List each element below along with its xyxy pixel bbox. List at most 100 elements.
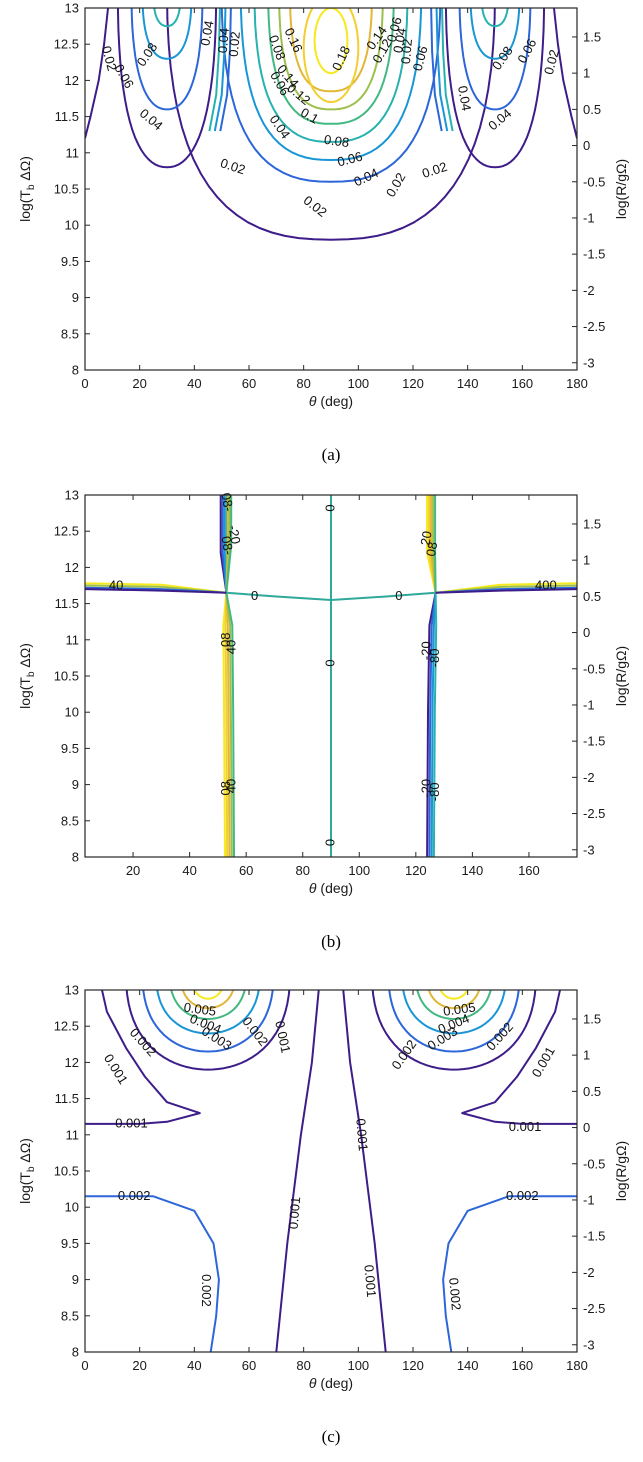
x-tick-label: 160 <box>511 376 533 391</box>
y-tick-label: 9.5 <box>61 254 79 269</box>
contour-line <box>462 976 577 1124</box>
right-y-tick-label: 0 <box>583 1120 590 1135</box>
y-tick-label: 13 <box>65 1 79 16</box>
x-tick-label: 80 <box>296 1358 310 1373</box>
contour-level-label: 0.08 <box>323 132 350 150</box>
contour-level-label: 0.06 <box>514 36 539 65</box>
contour-level-label: 0.04 <box>485 106 514 134</box>
x-tick-label: 140 <box>457 1358 479 1373</box>
contour-level-label: -80 <box>427 649 442 668</box>
x-tick-label: 120 <box>402 376 424 391</box>
contour-level-label: 0.002 <box>483 1019 516 1053</box>
right-y-tick-label: -1 <box>583 697 595 712</box>
y-tick-label: 9.5 <box>61 1236 79 1251</box>
right-y-tick-label: -2.5 <box>583 806 605 821</box>
y-tick-label: 8 <box>72 363 79 378</box>
contour-line <box>85 1196 219 1352</box>
right-y-tick-label: -0.5 <box>583 174 605 189</box>
y-tick-label: 9.5 <box>61 741 79 756</box>
y-tick-label: 13 <box>65 983 79 998</box>
contour-line <box>443 1196 577 1352</box>
contour-level-label: 0.02 <box>420 159 449 181</box>
x-tick-label: 100 <box>347 376 369 391</box>
x-tick-label: 40 <box>187 1358 201 1373</box>
right-y-tick-label: -0.5 <box>583 661 605 676</box>
y-tick-label: 9 <box>72 1272 79 1287</box>
right-y-tick-label: 0.5 <box>583 1084 601 1099</box>
y-tick-label: 11.5 <box>55 1091 79 1106</box>
contour-level-label: 0.04 <box>455 85 474 113</box>
x-tick-label: 100 <box>348 863 370 878</box>
x-tick-label: 60 <box>242 376 256 391</box>
x-tick-label: 40 <box>182 863 196 878</box>
contour-level-label: 0.06 <box>336 148 364 169</box>
contour-level-label: 0.001 <box>529 1044 558 1080</box>
x-tick-label: 80 <box>296 376 310 391</box>
right-y-tick-label: 1 <box>583 1048 590 1063</box>
right-y-tick-label: -2 <box>583 283 595 298</box>
contour-level-label: 0 <box>322 839 337 846</box>
right-y-axis-label: log(R/gΩ) <box>613 646 629 706</box>
y-tick-label: 11 <box>66 632 80 647</box>
y-tick-label: 9 <box>72 290 79 305</box>
right-y-tick-label: 0.5 <box>583 589 601 604</box>
contour-level-label: 0.002 <box>118 1188 151 1203</box>
right-y-tick-label: -2.5 <box>583 1301 605 1316</box>
contour-level-label: 0.002 <box>127 1025 160 1059</box>
x-tick-label: 0 <box>81 1358 88 1373</box>
y-tick-label: 11 <box>66 1127 80 1142</box>
contour-line <box>192 976 225 999</box>
contour-level-label: 0.02 <box>541 48 562 76</box>
contour-level-label: 0.04 <box>351 165 380 189</box>
x-tick-label: 0 <box>81 376 88 391</box>
panel-caption: (a) <box>322 445 341 464</box>
contour-level-label: 0.02 <box>301 193 330 220</box>
x-tick-label: 100 <box>347 1358 369 1373</box>
contour-level-label: 0.02 <box>383 170 409 199</box>
x-axis-label: θ (deg) <box>309 393 353 409</box>
y-axis-label: log(Tb ΔΩ) <box>17 156 37 222</box>
contour-level-label: 0.04 <box>267 112 294 141</box>
contour-level-label: 0.04 <box>137 106 166 134</box>
contour-level-label: 0 <box>322 504 337 511</box>
contour-level-label: -80 <box>427 782 442 801</box>
x-tick-label: 60 <box>239 863 253 878</box>
contour-level-label: 0.001 <box>272 1019 293 1054</box>
right-y-tick-label: -1.5 <box>583 734 605 749</box>
y-tick-label: 10.5 <box>54 669 79 684</box>
contour-level-label: 0 <box>395 588 402 603</box>
y-tick-label: 12.5 <box>54 1019 79 1034</box>
contour-level-label: 0.04 <box>197 19 216 47</box>
right-y-tick-label: 0 <box>583 138 590 153</box>
contour-level-label: 0.001 <box>286 1196 304 1230</box>
contour-level-label: 0.001 <box>509 1119 542 1134</box>
right-y-tick-label: -2 <box>583 770 595 785</box>
right-y-axis-label: log(R/gΩ) <box>613 1141 629 1201</box>
contour-level-label: 0.02 <box>219 155 248 177</box>
contour-level-label: 0.002 <box>506 1188 539 1203</box>
y-tick-label: 10.5 <box>54 182 79 197</box>
right-y-tick-label: 0.5 <box>583 102 601 117</box>
right-y-tick-label: -1 <box>583 1192 595 1207</box>
y-tick-label: 10 <box>65 1200 79 1215</box>
y-axis-label: log(Tb ΔΩ) <box>17 643 37 709</box>
contour-level-label: 40 <box>109 578 123 593</box>
right-y-tick-label: -2 <box>583 1265 595 1280</box>
contour-level-label: 40 <box>223 640 238 654</box>
y-tick-label: 10 <box>65 705 79 720</box>
y-tick-label: 12.5 <box>54 524 79 539</box>
x-tick-label: 180 <box>566 1358 588 1373</box>
right-y-tick-label: 1.5 <box>583 1011 601 1026</box>
y-tick-label: 11.5 <box>55 596 79 611</box>
contour-level-label: 0 <box>251 588 258 603</box>
contour-level-label: 40 <box>223 779 238 793</box>
right-y-axis-label: log(R/gΩ) <box>613 159 629 219</box>
contour-level-label: 400 <box>535 578 557 593</box>
x-tick-label: 140 <box>462 863 484 878</box>
contour-level-label: 08- <box>218 535 236 556</box>
x-tick-label: 20 <box>126 863 140 878</box>
